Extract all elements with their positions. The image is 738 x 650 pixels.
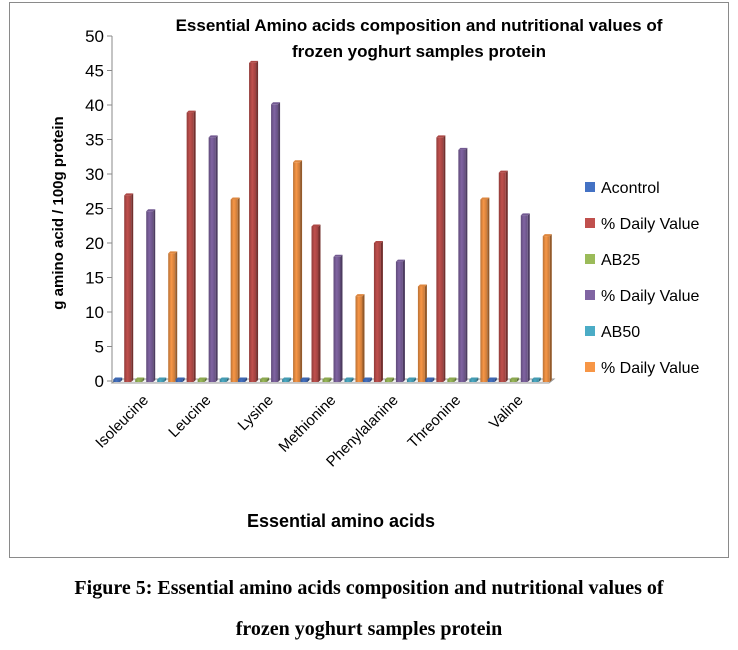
- category-labels: Isoleucine Leucine LysineMethioninePhenyla…: [92, 392, 526, 471]
- figure-caption-line-1: Figure 5: Essential amino acids composit…: [74, 577, 664, 599]
- category-label-leucine: Leucine: [165, 392, 214, 441]
- legend-label: % Daily Value: [601, 360, 700, 377]
- legend-label: AB25: [601, 252, 640, 269]
- chart-bars: [113, 60, 552, 382]
- x-axis-title: Essential amino acids: [247, 511, 435, 531]
- bar--daily-value-lysine: [249, 60, 259, 382]
- bar--daily-value-methionine: [311, 224, 321, 382]
- bar--daily-value-isoleucine: [124, 193, 134, 382]
- bar-acontrol-methionine: [300, 377, 310, 382]
- y-tick-label: 25: [85, 200, 104, 219]
- bar-acontrol-phenylalanine: [362, 377, 372, 382]
- category-label-methionine: Methionine: [275, 392, 339, 456]
- legend-swatch: [585, 290, 595, 300]
- y-tick-label: 10: [85, 303, 104, 322]
- legend-label: % Daily Value: [601, 288, 700, 305]
- bar--daily-value-threonine: [480, 197, 490, 382]
- legend-swatch: [585, 362, 595, 372]
- legend-swatch: [585, 182, 595, 192]
- chart-title-line-1: Essential Amino acids composition and nu…: [176, 16, 663, 35]
- bar-ab25-methionine: [322, 377, 332, 382]
- category-label-lysine: Lysine: [235, 392, 277, 434]
- bar-ab50-threonine: [469, 377, 479, 382]
- bar-ab50-leucine: [219, 377, 229, 382]
- category-label-isoleucine: Isoleucine: [92, 392, 152, 452]
- y-tick-label: 40: [85, 96, 104, 115]
- bar--daily-value-threonine: [458, 147, 468, 382]
- bar-ab50-lysine: [282, 377, 292, 382]
- legend-swatch: [585, 254, 595, 264]
- bar-ab25-leucine: [197, 377, 207, 382]
- bar--daily-value-lysine: [293, 160, 303, 382]
- y-tick-label: 20: [85, 234, 104, 253]
- bar--daily-value-leucine: [208, 135, 218, 382]
- bar-acontrol-threonine: [425, 377, 435, 382]
- y-tick-label: 45: [85, 62, 104, 81]
- bar--daily-value-phenylalanine: [417, 284, 427, 382]
- bar--daily-value-isoleucine: [146, 209, 156, 382]
- bar--daily-value-methionine: [355, 294, 365, 382]
- chart-title-line-2: frozen yoghurt samples protein: [292, 42, 546, 61]
- figure-caption-line-2: frozen yoghurt samples protein: [235, 618, 503, 640]
- bar-ab25-threonine: [447, 377, 457, 382]
- chart-frame: Essential Amino acids composition and nu…: [9, 2, 729, 558]
- bar-ab50-methionine: [344, 377, 354, 382]
- bar-ab25-phenylalanine: [384, 377, 394, 382]
- legend-label: Acontrol: [601, 180, 660, 197]
- bar-acontrol-isoleucine: [113, 377, 123, 382]
- bar-ab50-isoleucine: [157, 377, 167, 382]
- bar-ab25-isoleucine: [135, 377, 145, 382]
- y-tick-label: 30: [85, 165, 104, 184]
- bar-ab25-valine: [509, 377, 519, 382]
- legend-label: AB50: [601, 324, 640, 341]
- y-tick-label: 5: [95, 338, 104, 357]
- bar-ab25-lysine: [260, 377, 270, 382]
- bar-chart: Essential Amino acids composition and nu…: [50, 16, 700, 531]
- bar--daily-value-threonine: [436, 135, 446, 382]
- bar-ab50-valine: [531, 377, 541, 382]
- legend-label: % Daily Value: [601, 216, 700, 233]
- bar-acontrol-leucine: [175, 377, 185, 382]
- legend-swatch: [585, 218, 595, 228]
- bar-acontrol-valine: [487, 377, 497, 382]
- bar-acontrol-lysine: [238, 377, 248, 382]
- chart-legend: Acontrol % Daily Value AB25 % Daily Value AB…: [585, 180, 700, 377]
- bar--daily-value-leucine: [230, 197, 240, 382]
- bar--daily-value-methionine: [333, 254, 343, 382]
- bar-ab50-phenylalanine: [406, 377, 416, 382]
- category-label-valine: Valine: [486, 392, 527, 433]
- bar--daily-value-phenylalanine: [395, 259, 405, 382]
- y-axis-title: g amino acid / 100g protein: [50, 116, 67, 309]
- category-label-threonine: Threonine: [404, 392, 464, 452]
- legend-swatch: [585, 326, 595, 336]
- y-tick-label: 0: [95, 372, 104, 391]
- bar--daily-value-valine: [542, 234, 552, 382]
- y-tick-label: 50: [85, 27, 104, 46]
- y-tick-label: 35: [85, 131, 104, 150]
- bar--daily-value-phenylalanine: [373, 241, 383, 382]
- bar--daily-value-lysine: [271, 102, 281, 382]
- y-tick-label: 15: [85, 269, 104, 288]
- bar--daily-value-isoleucine: [168, 251, 178, 382]
- bar--daily-value-valine: [498, 170, 508, 382]
- bar--daily-value-leucine: [186, 110, 196, 382]
- bar--daily-value-valine: [520, 213, 530, 382]
